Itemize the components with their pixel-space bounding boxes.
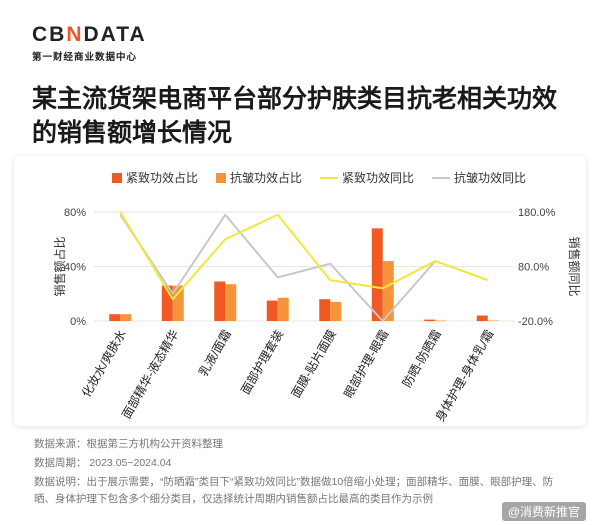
right-tick-label: 80.0% bbox=[518, 262, 549, 274]
legend-label: 紧致功效占比 bbox=[126, 170, 198, 185]
bar-1 bbox=[214, 281, 226, 321]
brand-logo: CBNDATA 第一财经商业数据中心 bbox=[32, 23, 147, 64]
series-line-2 bbox=[119, 213, 437, 322]
bar-2 bbox=[225, 284, 237, 321]
bar-1 bbox=[476, 315, 488, 321]
logo-wordmark: CBNDATA bbox=[32, 23, 147, 46]
bar-1 bbox=[371, 228, 383, 321]
legend-label: 抗皱功效同比 bbox=[454, 170, 526, 185]
right-tick-label: 180.0% bbox=[518, 207, 556, 219]
data-source: 数据来源：根据第三方机构公开资料整理 bbox=[34, 438, 223, 450]
bar-1 bbox=[266, 300, 278, 321]
left-tick-label: 0% bbox=[70, 316, 86, 328]
bar-1 bbox=[109, 314, 121, 321]
legend-label: 抗皱功效占比 bbox=[230, 170, 302, 185]
legend-item: 紧致功效占比 bbox=[112, 170, 198, 185]
bar-1 bbox=[424, 319, 436, 321]
bar-2 bbox=[120, 314, 132, 321]
right-tick-label: -20.0% bbox=[518, 316, 553, 328]
right-axis-label: 销售额同比 bbox=[567, 236, 582, 296]
data-period: 数据周期： 2023.05~2024.04 bbox=[34, 457, 172, 469]
legend-item: 抗皱功效占比 bbox=[216, 170, 302, 185]
category-label: 乳液/面霜 bbox=[195, 327, 234, 379]
left-tick-label: 80% bbox=[64, 207, 86, 219]
logo-subtitle: 第一财经商业数据中心 bbox=[32, 52, 138, 63]
bar-2 bbox=[277, 297, 289, 321]
left-tick-label: 40% bbox=[64, 262, 86, 274]
category-label: 眼部护理-眼霜 bbox=[340, 327, 391, 400]
chart: 0% 40% 80% -20.0% 80.0% 180.0% 销售额占比 销售额同比化妆水/爽… bbox=[52, 170, 582, 424]
chart-card: 0% 40% 80% -20.0% 80.0% 180.0% 销售额占比 销售额同比化妆水/爽… bbox=[14, 156, 586, 426]
legend-item: 抗皱功效同比 bbox=[432, 170, 526, 185]
bar-1 bbox=[319, 299, 331, 321]
bar-2 bbox=[330, 301, 342, 321]
legend-label: 紧致功效同比 bbox=[342, 170, 414, 185]
category-label: 面部护理套装 bbox=[237, 327, 286, 397]
series-line-1 bbox=[119, 211, 489, 301]
watermark: @消费新推官 bbox=[501, 502, 586, 521]
category-label: 化妆水/爽肤水 bbox=[78, 327, 129, 400]
category-label: 面部精华-液态精华 bbox=[118, 327, 181, 421]
category-label: 防晒-防晒霜 bbox=[399, 327, 444, 390]
left-axis-label: 销售额占比 bbox=[52, 236, 67, 296]
bar-2 bbox=[435, 320, 447, 321]
bar-2 bbox=[172, 285, 184, 321]
bar-2 bbox=[487, 320, 499, 321]
bar-2 bbox=[382, 261, 394, 321]
category-label: 身体护理-身体乳/霜 bbox=[432, 327, 497, 424]
bar-1 bbox=[161, 285, 173, 321]
notes-section: 数据来源：根据第三方机构公开资料整理 数据周期： 2023.05~2024.04… bbox=[34, 436, 574, 510]
page-title: 某主流货架电商平台部分护肤类目抗老相关功效的销售额增长情况 bbox=[32, 85, 558, 147]
legend-swatch bbox=[112, 173, 122, 183]
category-label: 面膜-贴片面膜 bbox=[289, 328, 339, 401]
data-explanation: 数据说明：出于展示需要，“防晒霜”类目下“紧致功效同比”数据做10倍缩小处理；面… bbox=[34, 476, 554, 505]
legend-swatch bbox=[216, 173, 226, 183]
legend-item: 紧致功效同比 bbox=[320, 170, 414, 185]
